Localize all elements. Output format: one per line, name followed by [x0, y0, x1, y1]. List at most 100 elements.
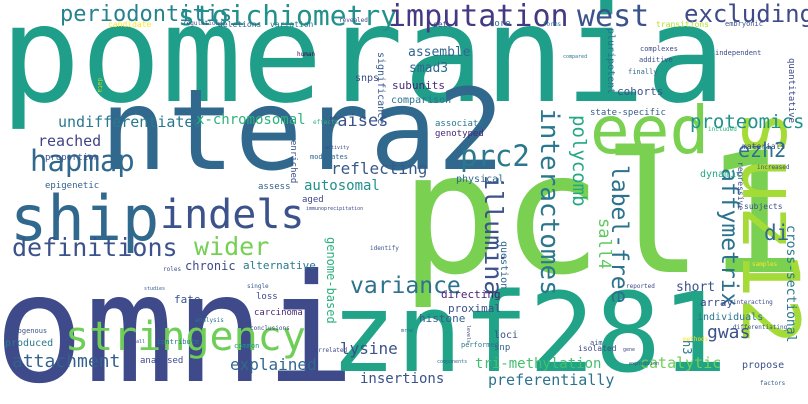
word-materials: materials — [742, 142, 786, 151]
word-associate: associate — [435, 119, 484, 129]
word-imputation: imputation — [388, 0, 569, 34]
word-individuals: individuals — [697, 312, 764, 323]
word-explained: explained — [230, 355, 317, 374]
word-autosomal: autosomal — [304, 178, 380, 194]
word-produced: produced — [5, 338, 54, 349]
word-significance: significance — [375, 52, 386, 125]
word-dynamic: dynamic — [700, 169, 743, 180]
word-analysed: analysed — [140, 356, 184, 366]
word-methods: methods — [683, 336, 709, 343]
word-preferentially: preferentially — [488, 371, 615, 389]
word-pcl1: pcl1 — [400, 116, 805, 312]
word-genome-based: genome-based — [324, 237, 338, 324]
word-roles: roles — [163, 266, 182, 273]
word-differentiating: differentiating — [733, 324, 788, 331]
word-set: set — [433, 20, 448, 29]
word-pomerania: pomerania — [0, 0, 727, 133]
word-excluding: excluding — [684, 0, 808, 28]
word-transitions: transitions — [656, 20, 709, 29]
word-human: human — [297, 51, 316, 58]
word-carcinoma: carcinoma — [254, 308, 303, 318]
word-x-chromosomal: x-chromosomal — [196, 112, 306, 128]
word-factors: factors — [760, 380, 786, 387]
word-proportion: proportion — [45, 153, 100, 163]
word-gene: gene — [623, 347, 636, 353]
word-interactomes: interactomes — [534, 108, 564, 296]
word-definitions: definitions — [12, 233, 178, 262]
word-included: included — [708, 126, 737, 133]
word-components: components — [437, 359, 468, 365]
word-ezh2: ezh2 — [738, 138, 787, 162]
word-embryonic: embryonic — [725, 20, 763, 28]
word-repressive: repressive — [736, 162, 745, 211]
word-wider: wider — [194, 232, 270, 261]
word-cohorts: cohorts — [617, 85, 664, 98]
word-fate: fate — [174, 293, 201, 306]
word-prc2: prc2 — [460, 139, 530, 173]
word-subunits: subunits — [392, 79, 445, 92]
word-analysis: analysis — [195, 317, 224, 324]
word-directing: directing — [441, 288, 501, 301]
word-variation: variation — [270, 20, 314, 29]
word-snp: snp — [494, 343, 511, 353]
word-forms: forms — [543, 21, 562, 28]
word-reached: reached — [38, 132, 102, 150]
word-attachment: attachment — [12, 351, 121, 372]
word-effects: effects — [313, 119, 339, 126]
word-levels: levels — [465, 325, 471, 344]
word-enriched: enriched — [288, 140, 298, 184]
word-omni: omni — [0, 243, 356, 404]
word-catalytic: catalytic — [640, 354, 722, 372]
word-polycomb: polycomb — [568, 115, 590, 207]
word-mrna: mrna — [401, 328, 414, 334]
word-west: west — [577, 0, 650, 34]
word-modulates: modulates — [310, 153, 348, 161]
word-identify: identify — [370, 245, 399, 252]
word-array: array — [700, 296, 734, 309]
word-finally: finally — [628, 68, 658, 76]
word-di: di — [764, 221, 790, 245]
word-proximal: proximal — [448, 302, 501, 315]
word-interacting: interacting — [733, 299, 773, 306]
word-alternative: alternative — [243, 259, 316, 272]
word-raises: raises — [327, 111, 389, 131]
word-short: short — [676, 280, 716, 295]
word-periodontitis: periodontitis — [60, 2, 233, 27]
word-single: single — [247, 283, 269, 290]
word-state-specific: state-specific — [590, 108, 666, 118]
word-activity: activity — [325, 145, 350, 151]
word-core: core — [489, 19, 511, 29]
word-proteomics: proteomics — [690, 111, 805, 133]
word-immunoprecipitation: immunoprecipitation — [306, 206, 364, 212]
word-physical: physical — [456, 174, 505, 185]
word-tri-methylation: tri-methylation — [475, 356, 602, 372]
word-performed: performed — [461, 341, 499, 349]
word-question: question — [498, 241, 509, 290]
word-compared: compared — [563, 54, 588, 60]
word-chronic: chronic — [185, 259, 236, 273]
word-assess: assess — [258, 182, 291, 192]
word-expression: expression — [629, 361, 660, 367]
word-aim: aim — [590, 339, 603, 347]
word-loci: loci — [494, 330, 519, 341]
word-epigenetic: epigenetic — [45, 181, 100, 191]
word-increased: increased — [757, 164, 790, 171]
word-studies: studies — [144, 286, 166, 292]
word-regulation: regulation — [183, 20, 220, 27]
word-additive: additive — [639, 56, 673, 64]
word-indels: indels — [160, 192, 305, 238]
word-contribute: contribute — [157, 338, 200, 346]
word-reflecting: reflecting — [331, 159, 428, 178]
word-insertions: insertions — [360, 371, 445, 387]
word-complexes: complexes — [640, 45, 678, 53]
word-endogenous: endogenous — [5, 327, 48, 335]
word-hapmap: hapmap — [30, 144, 135, 178]
word-pluripotent: pluripotent — [605, 28, 616, 95]
word-revealed: revealed — [339, 17, 368, 24]
word-loss: loss — [256, 292, 278, 302]
word-samples: samples — [752, 261, 778, 268]
word-common: common — [234, 342, 260, 350]
word-isolated: isolated — [578, 344, 617, 353]
word-comparison: comparison — [391, 95, 452, 106]
